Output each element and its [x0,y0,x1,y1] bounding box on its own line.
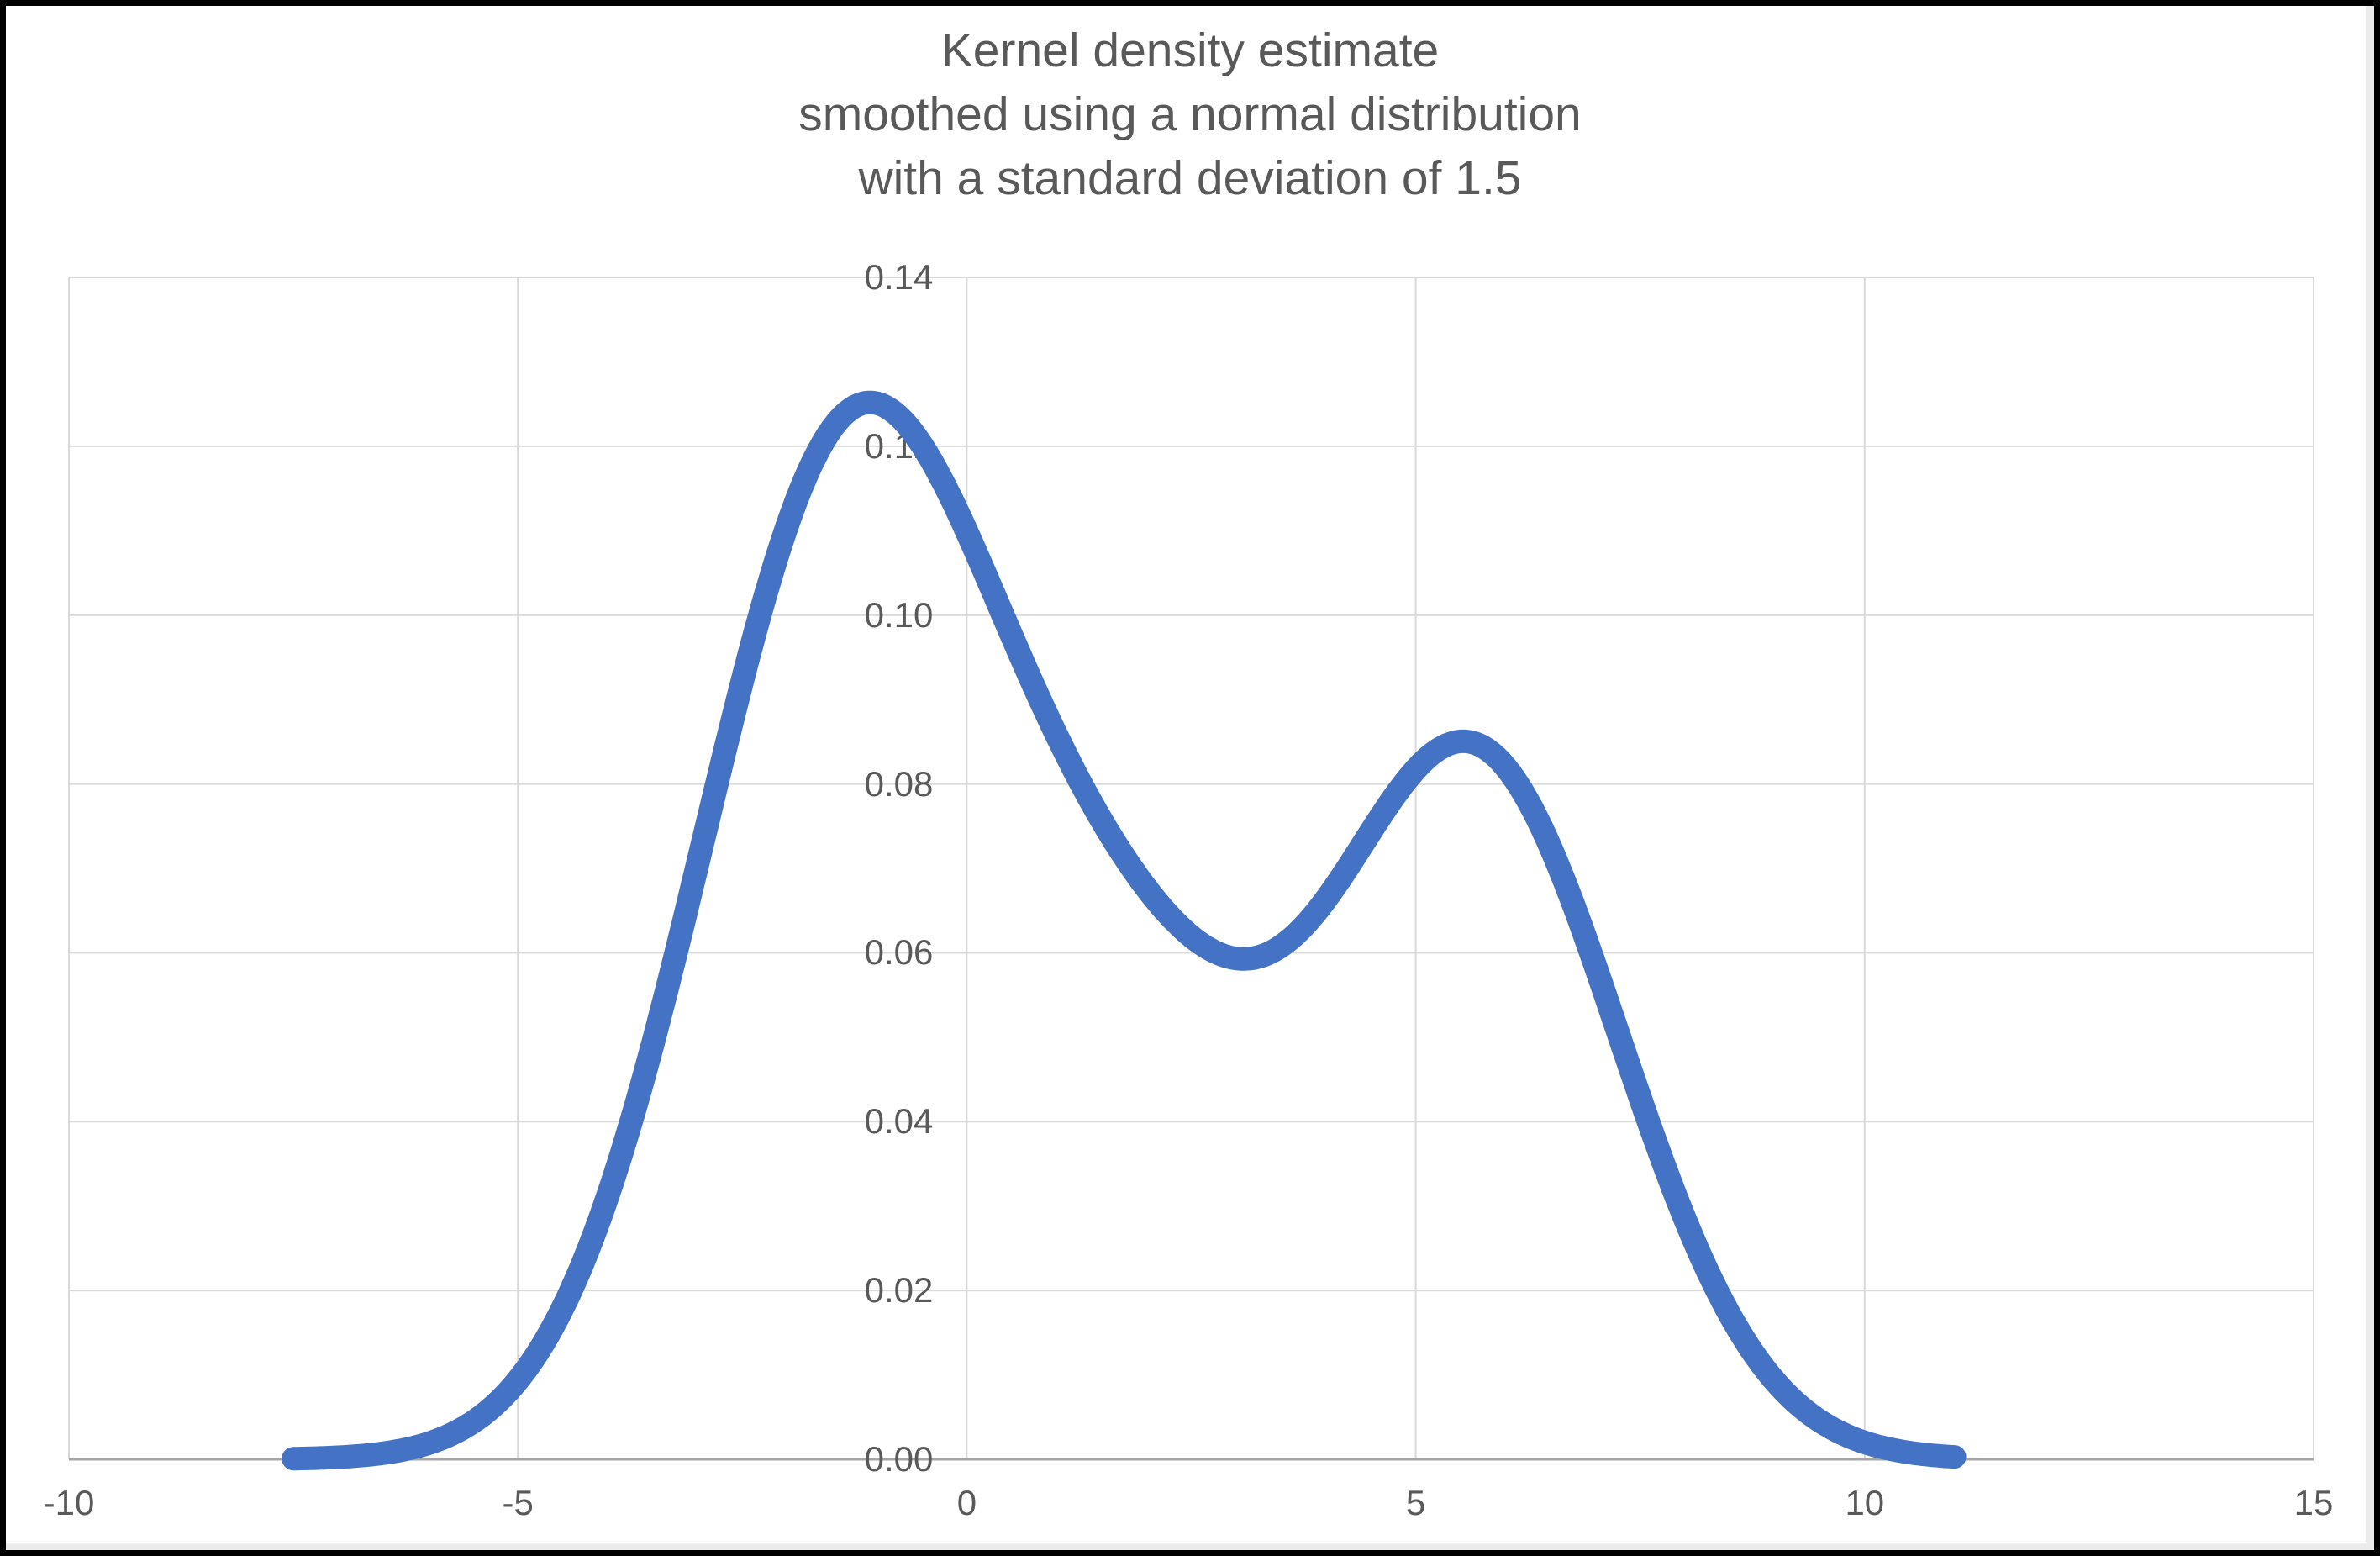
chart-title-line-3: with a standard deviation of 1.5 [858,151,1522,205]
window-edge-right [2366,6,2374,1550]
y-tick-label: 0.04 [864,1101,934,1142]
x-tick-label: -5 [502,1483,534,1522]
y-tick-label: 0.02 [864,1270,934,1311]
y-tick-label: 0.06 [864,932,934,973]
chart-title-line-2: smoothed using a normal distribution [798,87,1582,141]
y-tick-label: 0.08 [864,763,934,804]
kde-curve-path [282,390,1967,1471]
chart-title: Kernel density estimate smoothed using a… [0,18,2380,210]
x-tick-label: 10 [1845,1483,1885,1522]
y-tick-label: 0.10 [864,594,934,635]
x-tick-label: 5 [1405,1483,1426,1522]
x-tick-label: -10 [43,1483,95,1522]
y-tick-label: 0.00 [864,1439,934,1479]
y-tick-label: 0.14 [864,257,934,297]
x-tick-label: 15 [2293,1483,2334,1522]
x-tick-label: 0 [956,1483,977,1522]
chart-title-line-1: Kernel density estimate [940,24,1440,77]
window-edge-bottom [6,1543,2374,1550]
